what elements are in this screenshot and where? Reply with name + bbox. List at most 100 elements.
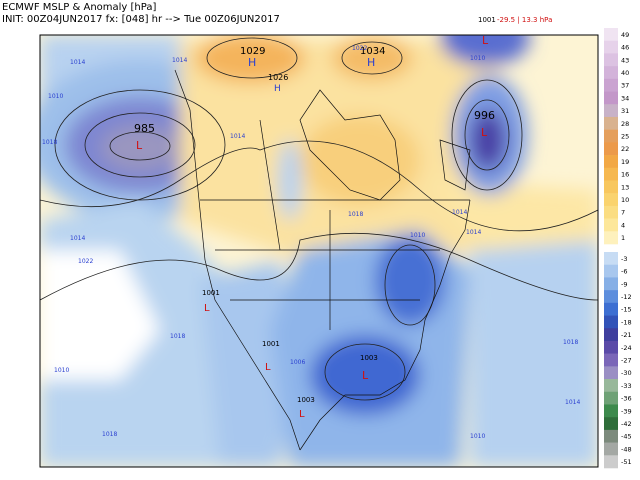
contour-label: 1014: [70, 235, 85, 242]
contour-label: 1014: [230, 133, 245, 140]
colorbar-label: 43: [621, 56, 629, 64]
colorbar-label: 25: [621, 133, 629, 141]
contour-label: 1010: [54, 367, 69, 374]
center-value: 1026: [268, 73, 288, 82]
title: ECMWF MSLP & Anomaly [hPa]: [2, 2, 156, 13]
colorbar-swatch: [604, 252, 618, 266]
colorbar: 49 46 43 40 37 34 31 28 25 22 19 16 13 10 7 4 1 -3 -6 -9 -12…: [604, 28, 632, 469]
contour-label: 1010: [470, 55, 485, 62]
colorbar-swatch: [604, 455, 618, 469]
contour-label: 1022: [78, 258, 93, 265]
center-letter: L: [265, 362, 271, 373]
colorbar-swatch: [604, 366, 618, 380]
colorbar-swatch: [604, 264, 618, 278]
contour-label: 1018: [348, 211, 363, 218]
center-letter: H: [367, 56, 375, 69]
center-letter: H: [274, 84, 281, 94]
colorbar-swatch: [604, 40, 618, 54]
colorbar-label: 37: [621, 82, 629, 90]
center-letter: L: [481, 126, 488, 139]
min-pressure: 1001: [478, 16, 496, 24]
colorbar-swatch: [604, 391, 618, 405]
contour-label: 1022: [352, 45, 367, 52]
contour-label: 1014: [565, 399, 580, 406]
colorbar-swatch: [604, 340, 618, 354]
colorbar-label: 4: [621, 221, 625, 229]
center-letter: L: [299, 409, 305, 420]
contour-label: 1014: [172, 57, 187, 64]
colorbar-label: 16: [621, 171, 629, 179]
colorbar-label: 22: [621, 145, 629, 153]
colorbar-label: -36: [621, 395, 632, 403]
colorbar-swatch: [604, 53, 618, 67]
colorbar-label: -42: [621, 420, 632, 428]
corner-low: L: [482, 34, 489, 47]
colorbar-label: 31: [621, 107, 629, 115]
colorbar-swatch: [604, 218, 618, 232]
colorbar-label: 10: [621, 196, 629, 204]
colorbar-swatch: [604, 78, 618, 92]
center-value: 996: [474, 109, 495, 122]
colorbar-label: 1: [621, 234, 625, 242]
colorbar-label: -3: [621, 255, 627, 263]
colorbar-swatch: [604, 277, 618, 291]
colorbar-swatch: [604, 315, 618, 329]
colorbar-label: -45: [621, 433, 632, 441]
colorbar-swatch: [604, 116, 618, 130]
map-frame: [39, 34, 599, 468]
colorbar-label: 34: [621, 94, 629, 102]
contour-label: 1018: [563, 339, 578, 346]
center-value: 1034: [360, 46, 385, 57]
colorbar-label: -27: [621, 357, 632, 365]
contour-label: 1014: [466, 229, 481, 236]
colorbar-label: -51: [621, 458, 632, 466]
map-labels: 985 L 996 L 1029 H 1034 H 1026 H 1001 L …: [42, 34, 580, 440]
colorbar-label: -9: [621, 280, 627, 288]
colorbar-label: -15: [621, 306, 632, 314]
colorbar-swatch: [604, 231, 618, 245]
colorbar-label: -30: [621, 369, 632, 377]
colorbar-label: -6: [621, 268, 627, 276]
center-value: 1029: [240, 46, 265, 57]
center-value: 1003: [360, 354, 378, 362]
colorbar-label: -33: [621, 382, 632, 390]
colorbar-swatch: [604, 353, 618, 367]
center-value: 985: [134, 122, 155, 135]
contour-label: 1006: [290, 359, 305, 366]
colorbar-label: -21: [621, 331, 632, 339]
center-letter: L: [362, 369, 369, 382]
colorbar-swatch: [604, 379, 618, 393]
colorbar-swatch: [604, 302, 618, 316]
colorbar-label: -24: [621, 344, 632, 352]
colorbar-label: 19: [621, 158, 629, 166]
colorbar-label: 13: [621, 183, 629, 191]
colorbar-swatch: [604, 180, 618, 194]
contour-label: 1010: [470, 433, 485, 440]
colorbar-swatch: [604, 417, 618, 431]
colorbar-swatch: [604, 129, 618, 143]
contour-label: 1014: [70, 59, 85, 66]
colorbar-label: -48: [621, 445, 632, 453]
contour-label: 1010: [48, 93, 63, 100]
colorbar-swatch: [604, 167, 618, 181]
colorbar-label: -18: [621, 318, 632, 326]
center-value: 1001: [202, 289, 220, 297]
colorbar-swatch: [604, 442, 618, 456]
colorbar-swatch: [604, 328, 618, 342]
colorbar-swatch: [604, 404, 618, 418]
colorbar-swatch: [604, 28, 618, 42]
init-line: INIT: 00Z04JUN2017 fx: [048] hr --> Tue …: [2, 14, 280, 25]
colorbar-swatch: [604, 205, 618, 219]
contour-label: 1018: [42, 139, 57, 146]
colorbar-label: 40: [621, 69, 629, 77]
anomaly-range: -29.5 | 13.3 hPa: [497, 16, 552, 24]
colorbar-label: 7: [621, 209, 625, 217]
center-letter: L: [204, 303, 210, 314]
map-field: [40, 35, 598, 467]
colorbar-swatch: [604, 91, 618, 105]
colorbar-swatch: [604, 66, 618, 80]
colorbar-swatch: [604, 104, 618, 118]
center-value: 1003: [297, 396, 315, 404]
contour-label: 1014: [452, 209, 467, 216]
